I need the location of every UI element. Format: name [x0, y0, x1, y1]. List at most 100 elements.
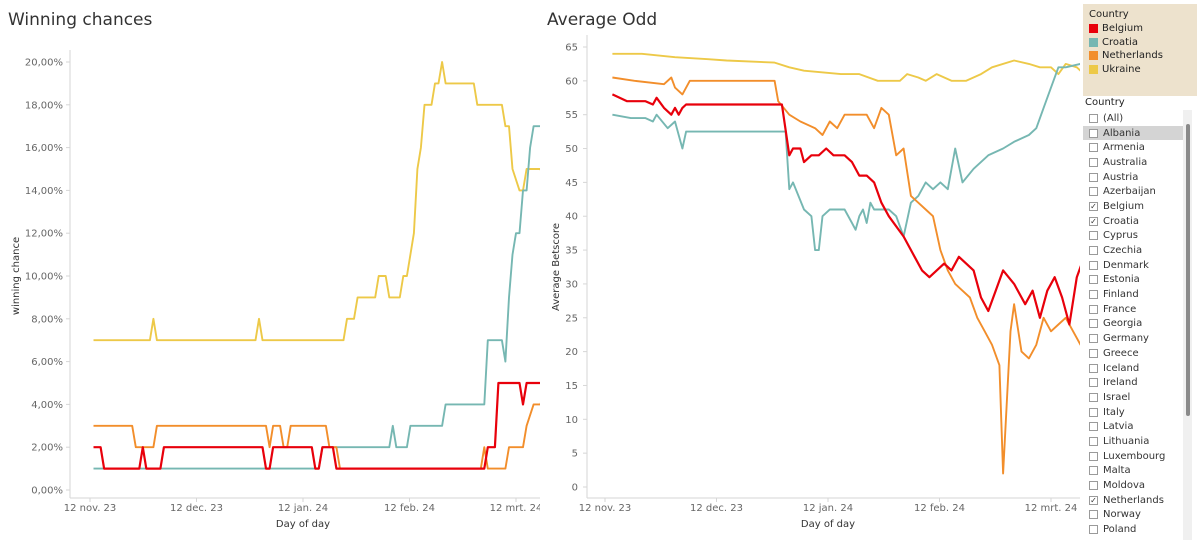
- series-line-netherlands[interactable]: [612, 76, 1080, 475]
- filter-item-latvia[interactable]: Latvia: [1083, 419, 1186, 434]
- series-line-netherlands[interactable]: [93, 362, 541, 470]
- x-tick-label: 12 jan. 24: [803, 503, 853, 514]
- filter-item-label: Austria: [1103, 171, 1139, 183]
- filter-item-ireland[interactable]: Ireland: [1083, 375, 1186, 390]
- checkbox-icon[interactable]: [1089, 143, 1098, 153]
- checkbox-icon[interactable]: [1089, 246, 1098, 256]
- x-tick-label: 12 jan. 24: [278, 503, 328, 514]
- series-line-belgium[interactable]: [93, 381, 541, 470]
- checkbox-icon[interactable]: [1089, 172, 1098, 182]
- filter-item-belgium[interactable]: ✓ Belgium: [1083, 199, 1186, 214]
- checkbox-icon[interactable]: [1089, 392, 1098, 402]
- filter-item-label: Croatia: [1103, 215, 1139, 227]
- filter-item-albania[interactable]: Albania: [1083, 125, 1186, 141]
- series-line-ukraine[interactable]: [612, 52, 1080, 82]
- checkbox-icon[interactable]: [1089, 231, 1098, 241]
- checkbox-icon[interactable]: [1089, 128, 1098, 138]
- x-tick-label: 12 mrt. 24: [490, 503, 540, 514]
- y-tick-label: 65: [565, 43, 578, 54]
- checkbox-icon[interactable]: [1089, 290, 1098, 300]
- checkbox-icon[interactable]: [1089, 481, 1098, 491]
- y-tick-label: 40: [565, 212, 578, 223]
- filter-item-label: Czechia: [1103, 245, 1143, 257]
- filter-item-denmark[interactable]: Denmark: [1083, 258, 1186, 273]
- filter-item-italy[interactable]: Italy: [1083, 405, 1186, 420]
- filter-title: Country: [1085, 97, 1125, 108]
- legend-label: Ukraine: [1102, 63, 1141, 75]
- filter-item-czechia[interactable]: Czechia: [1083, 243, 1186, 258]
- filter-item-label: Norway: [1103, 509, 1141, 521]
- filter-item-poland[interactable]: Poland: [1083, 522, 1186, 537]
- checkbox-icon[interactable]: [1089, 510, 1098, 520]
- filter-item-moldova[interactable]: Moldova: [1083, 478, 1186, 493]
- filter-item-armenia[interactable]: Armenia: [1083, 140, 1186, 155]
- legend-item-ukraine[interactable]: Ukraine: [1089, 63, 1191, 77]
- legend-title: Country: [1089, 9, 1129, 20]
- series-line-ukraine[interactable]: [93, 61, 541, 342]
- legend-item-croatia[interactable]: Croatia: [1089, 36, 1191, 50]
- x-tick-label: 12 dec. 23: [170, 503, 223, 514]
- y-tick-label: 45: [565, 178, 578, 189]
- checkbox-icon[interactable]: [1089, 407, 1098, 417]
- checkbox-icon[interactable]: [1089, 422, 1098, 432]
- filter-item-netherlands[interactable]: ✓ Netherlands: [1083, 493, 1186, 508]
- filter-item-lithuania[interactable]: Lithuania: [1083, 434, 1186, 449]
- checked-checkbox-icon[interactable]: ✓: [1089, 495, 1098, 505]
- checkbox-icon[interactable]: [1089, 113, 1098, 123]
- filter-item-label: Armenia: [1103, 142, 1145, 154]
- filter-item-label: Germany: [1103, 333, 1149, 345]
- checkbox-icon[interactable]: [1089, 275, 1098, 285]
- filter-item-label: Poland: [1103, 524, 1137, 536]
- checkbox-icon[interactable]: [1089, 157, 1098, 167]
- filter-item-malta[interactable]: Malta: [1083, 464, 1186, 479]
- checkbox-icon[interactable]: [1089, 436, 1098, 446]
- filter-item-luxembourg[interactable]: Luxembourg: [1083, 449, 1186, 464]
- checked-checkbox-icon[interactable]: ✓: [1089, 201, 1098, 211]
- checkbox-icon[interactable]: [1089, 378, 1098, 388]
- filter-item-estonia[interactable]: Estonia: [1083, 273, 1186, 288]
- series-line-belgium[interactable]: [611, 93, 1080, 326]
- checkbox-icon[interactable]: [1089, 525, 1098, 535]
- filter-item-label: Albania: [1103, 127, 1141, 139]
- filter-item-france[interactable]: France: [1083, 302, 1186, 317]
- y-tick-label: 10: [565, 415, 578, 426]
- checkbox-icon[interactable]: [1089, 319, 1098, 329]
- checkbox-icon[interactable]: [1089, 451, 1098, 461]
- filter-scrollbar-thumb[interactable]: [1186, 124, 1190, 416]
- filter-item-iceland[interactable]: Iceland: [1083, 361, 1186, 376]
- average-odd-chart: 0 5 10 15 20 25 30 35 40 45 50 55 60 65 12 nov. 23 12 d…: [551, 35, 1080, 530]
- filter-item-all[interactable]: (All): [1083, 111, 1186, 126]
- checkbox-icon[interactable]: [1089, 334, 1098, 344]
- filter-item-azerbaijan[interactable]: Azerbaijan: [1083, 184, 1186, 199]
- legend-label: Belgium: [1102, 23, 1143, 35]
- checkbox-icon[interactable]: [1089, 304, 1098, 314]
- y-tick-label: 5: [572, 449, 578, 460]
- checkbox-icon[interactable]: [1089, 260, 1098, 270]
- filter-item-israel[interactable]: Israel: [1083, 390, 1186, 405]
- y-tick-label: 16,00%: [25, 143, 63, 154]
- filter-item-label: Denmark: [1103, 259, 1149, 271]
- series-line-croatia[interactable]: [612, 63, 1080, 252]
- country-filter: Country (All) Albania Armenia Australia Aust…: [1083, 95, 1197, 542]
- checkbox-icon[interactable]: [1089, 348, 1098, 358]
- filter-item-croatia[interactable]: ✓ Croatia: [1083, 214, 1186, 229]
- filter-item-germany[interactable]: Germany: [1083, 331, 1186, 346]
- y-tick-label: 30: [565, 279, 578, 290]
- checkbox-icon[interactable]: [1089, 363, 1098, 373]
- filter-item-finland[interactable]: Finland: [1083, 287, 1186, 302]
- legend-item-netherlands[interactable]: Netherlands: [1089, 49, 1191, 63]
- filter-item-greece[interactable]: Greece: [1083, 346, 1186, 361]
- checkbox-icon[interactable]: [1089, 187, 1098, 197]
- filter-item-georgia[interactable]: Georgia: [1083, 317, 1186, 332]
- filter-item-norway[interactable]: Norway: [1083, 508, 1186, 523]
- y-axis-title: Average Betscore: [551, 223, 562, 311]
- filter-item-cyprus[interactable]: Cyprus: [1083, 229, 1186, 244]
- series-line-croatia[interactable]: [93, 125, 541, 470]
- checked-checkbox-icon[interactable]: ✓: [1089, 216, 1098, 226]
- legend-swatch: [1089, 37, 1098, 47]
- legend-item-belgium[interactable]: Belgium: [1089, 22, 1191, 36]
- filter-item-austria[interactable]: Austria: [1083, 170, 1186, 185]
- checkbox-icon[interactable]: [1089, 466, 1098, 476]
- y-tick-label: 14,00%: [25, 186, 63, 197]
- filter-item-australia[interactable]: Australia: [1083, 155, 1186, 170]
